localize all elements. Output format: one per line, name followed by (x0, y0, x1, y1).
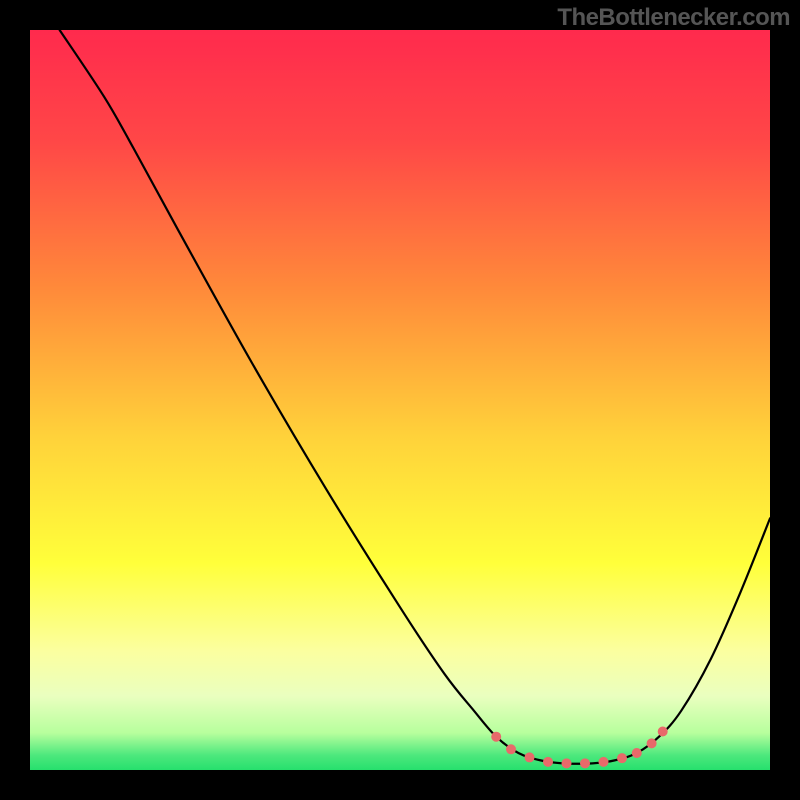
watermark-text: TheBottlenecker.com (557, 4, 790, 32)
chart-svg (30, 30, 770, 770)
marker-dot (599, 757, 609, 767)
marker-dot (491, 732, 501, 742)
marker-dot (647, 738, 657, 748)
marker-dot (617, 753, 627, 763)
marker-dot (580, 758, 590, 768)
marker-dot (525, 752, 535, 762)
bottleneck-curve (60, 30, 770, 764)
marker-dot (543, 757, 553, 767)
marker-group (491, 727, 668, 769)
marker-dot (506, 744, 516, 754)
chart-frame: TheBottlenecker.com (0, 0, 800, 800)
plot-area (30, 30, 770, 770)
marker-dot (632, 748, 642, 758)
marker-dot (658, 727, 668, 737)
marker-dot (562, 758, 572, 768)
